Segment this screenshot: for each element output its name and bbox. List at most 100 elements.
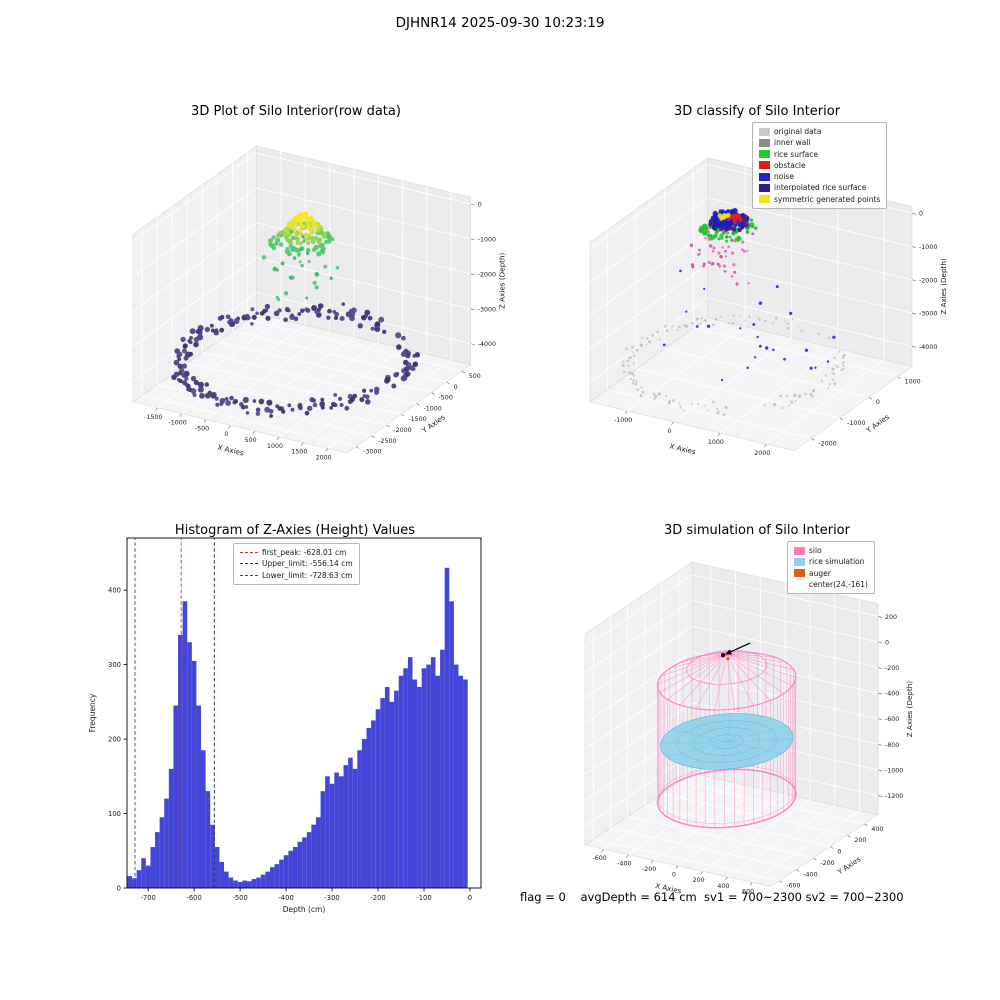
legend-entry: rice simulation: [794, 556, 868, 567]
histogram-bar: [191, 660, 197, 888]
histogram-bar: [219, 861, 225, 888]
plot2-title: 3D classify of Silo Interior: [673, 104, 841, 119]
histogram-bar: [251, 879, 257, 888]
legend-entry: Upper_limit: -556.14 cm: [240, 558, 353, 569]
x-tick-label: 500: [245, 437, 257, 444]
z-tick-label: 200: [885, 614, 897, 621]
points-scatter-below: [689, 229, 755, 286]
histogram-bar: [361, 739, 367, 888]
legend-swatch: [794, 557, 805, 566]
direction-arrow: [728, 642, 751, 654]
x-tick-label: -1500: [144, 414, 162, 421]
histogram-bar: [292, 847, 298, 888]
histogram-bar: [444, 567, 450, 888]
points-symmetric-points: [717, 212, 731, 221]
y-tick-label: -1500: [408, 416, 426, 423]
histogram-bar: [297, 841, 303, 888]
histogram-bar: [187, 642, 192, 888]
points-obstacle: [726, 212, 743, 224]
hist-y-tick-label: 100: [108, 810, 121, 818]
histogram-bar: [242, 880, 247, 888]
histogram-bar: [201, 750, 206, 888]
histogram-bars: [127, 567, 468, 888]
legend-swatch: [240, 574, 258, 576]
x-tick-label: -200: [642, 866, 656, 873]
histogram-bar: [182, 601, 188, 888]
z-tick-label: -3000: [478, 306, 496, 313]
histogram-bar: [283, 855, 289, 888]
histogram-bar: [210, 824, 215, 888]
histogram-bar: [150, 847, 156, 888]
legend-swatch: [240, 563, 258, 565]
x-tick-label: 2000: [754, 450, 770, 457]
plot4-title: 3D simulation of Silo Interior: [664, 523, 850, 538]
hist-x-tick-label: -100: [416, 894, 431, 902]
histogram-bar: [394, 690, 399, 888]
grid-lines: [132, 151, 471, 449]
legend-swatch: [759, 150, 770, 159]
histogram-bar: [279, 859, 284, 888]
z-axis-label: Z Axies (Depth): [905, 681, 914, 738]
y-tick-label: 400: [871, 826, 883, 833]
y-tick-label: 1000: [905, 379, 921, 386]
z-axis-label: Z Axies (Depth): [939, 258, 948, 315]
legend-swatch: [759, 138, 770, 147]
auger-marker: [726, 657, 730, 661]
z-tick-label: -1200: [885, 793, 903, 800]
points-noise-mid: [662, 269, 779, 347]
z-tick-label: -2000: [919, 277, 937, 284]
histogram-bar: [141, 858, 146, 888]
points-wall-original: [621, 314, 846, 417]
status-line: flag = 0 avgDepth = 614 cm sv1 = 700~230…: [520, 890, 904, 904]
legend-swatch: [240, 552, 258, 554]
x-tick-label: -600: [592, 855, 606, 862]
legend-entry: first_peak: -628.01 cm: [240, 547, 353, 558]
histogram-bar: [320, 791, 326, 888]
plot4-legend: silo rice simulation auger center(24,-161): [787, 541, 875, 594]
legend-swatch: [759, 183, 770, 192]
histogram-bar: [132, 878, 137, 888]
histogram-bar: [352, 768, 358, 888]
hist-x-tick-label: -300: [324, 894, 339, 902]
histogram-bar: [136, 870, 142, 888]
legend-entry: center(24,-161): [794, 579, 868, 590]
histogram-bar: [233, 880, 238, 888]
legend-entry: symmetric generated points: [759, 194, 880, 205]
x-tick-label: 2000: [316, 454, 332, 461]
hist-x-tick-label: -400: [278, 894, 293, 902]
y-tick-label: -2000: [818, 440, 836, 447]
y-tick-label: -400: [803, 871, 817, 878]
plot1-raw-3d-scatter: -1500-1000-50005001000150020005000-500-1…: [132, 145, 507, 461]
z-tick-label: -1000: [919, 244, 937, 251]
legend-label: silo: [809, 546, 822, 555]
legend-entry: obstacle: [759, 160, 880, 171]
histogram-bar: [329, 783, 335, 888]
z-tick-label: -200: [885, 665, 899, 672]
points-rice-pile: [268, 211, 335, 257]
histogram-bar: [338, 776, 344, 888]
histogram-bar: [403, 668, 408, 888]
x-tick-label: -1000: [169, 420, 187, 427]
legend-entry: original data: [759, 126, 880, 137]
histogram-bar: [389, 701, 395, 888]
x-tick-label: 1500: [291, 449, 307, 456]
x-tick-label: 0: [672, 872, 676, 879]
legend-entry: noise: [759, 171, 880, 182]
histogram-bar: [463, 679, 468, 888]
legend-swatch: [759, 195, 770, 204]
y-tick-label: -3000: [363, 449, 381, 456]
points-noise-low: [695, 301, 836, 382]
y-tick-label: -2500: [378, 438, 396, 445]
plot1-title: 3D Plot of Silo Interior(row data): [191, 104, 401, 119]
histogram-bar: [366, 727, 372, 888]
histogram-bar: [256, 877, 261, 888]
histogram-bar: [334, 772, 339, 888]
histogram-bar: [205, 791, 211, 888]
y-tick-label: 0: [454, 384, 458, 391]
histogram-bar: [159, 817, 165, 888]
z-tick-label: -1000: [478, 236, 496, 243]
legend-entry: silo: [794, 545, 868, 556]
histogram-bar: [315, 817, 321, 888]
legend-swatch: [759, 172, 770, 181]
histogram-bar: [348, 757, 353, 888]
